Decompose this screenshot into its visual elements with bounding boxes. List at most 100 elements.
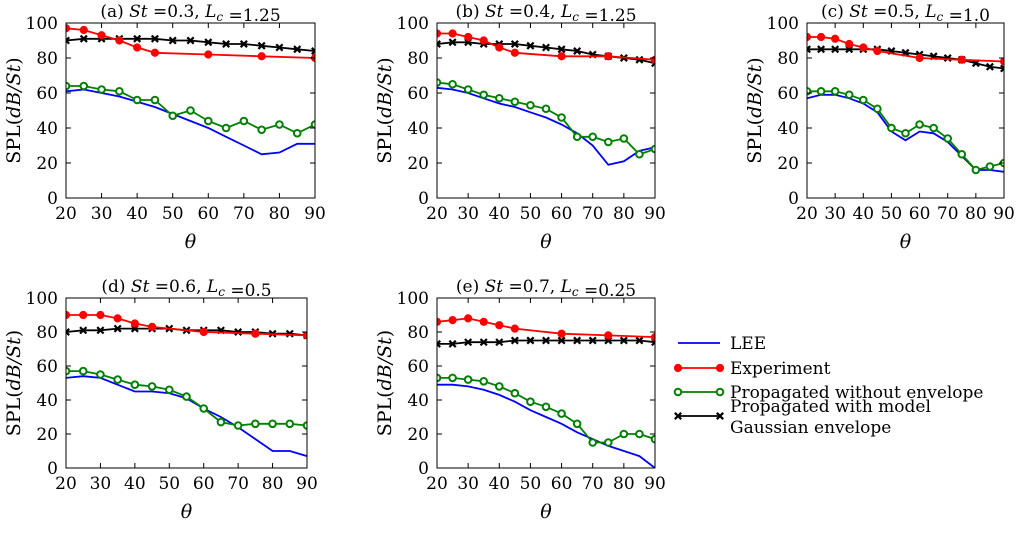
data-point: [650, 434, 655, 444]
x-tick-label: 90: [644, 474, 666, 494]
data-point: [464, 32, 473, 42]
data-point: [844, 90, 854, 100]
data-point: [222, 40, 231, 48]
y-axis-label: SPL(dB/St): [374, 330, 396, 436]
data-point: [257, 52, 266, 61]
data-point: [463, 375, 473, 384]
x-tick-label: 40: [852, 204, 874, 224]
series-propagated-without-envelope: [437, 373, 655, 447]
series-propagated-without-envelope: [66, 81, 315, 138]
data-point: [130, 319, 139, 328]
data-point: [494, 93, 504, 103]
data-point: [463, 85, 473, 94]
data-point: [873, 104, 882, 114]
data-point: [239, 40, 248, 48]
data-point: [603, 137, 613, 147]
x-tick-label: 20: [426, 474, 448, 494]
x-tick-label: 30: [90, 474, 112, 494]
y-tick-label: 100: [397, 289, 429, 309]
x-tick-label: 40: [488, 204, 510, 224]
data-point: [292, 128, 302, 138]
x-axis-label: θ: [540, 501, 552, 523]
x-axis-label: θ: [185, 231, 197, 253]
data-point: [830, 86, 840, 96]
data-point: [510, 336, 519, 345]
y-tick-label: 20: [407, 425, 429, 445]
data-point: [526, 397, 535, 407]
legend-label: LEE: [730, 334, 766, 354]
data-point: [985, 62, 994, 71]
data-point: [619, 134, 629, 143]
data-point: [526, 100, 535, 110]
data-point: [859, 43, 868, 52]
data-point: [150, 34, 159, 43]
data-point: [186, 106, 195, 115]
series-propagated-with-model-gaussian-envelope: [807, 45, 1004, 73]
data-point: [635, 429, 644, 439]
data-point: [588, 438, 598, 447]
data-point: [604, 52, 613, 61]
data-point: [873, 46, 882, 56]
data-point: [573, 336, 582, 345]
data-point: [831, 34, 840, 43]
data-point: [572, 132, 582, 142]
data-point: [204, 50, 213, 59]
x-tick-label: 60: [909, 204, 931, 224]
panel-title: (d) St =0.6, Lc =0.5: [101, 277, 271, 301]
x-tick-label: 90: [644, 204, 666, 224]
data-point: [293, 45, 302, 54]
data-point: [79, 326, 88, 335]
data-point: [943, 134, 953, 143]
data-point: [221, 123, 231, 133]
data-point: [133, 34, 142, 43]
data-point: [985, 162, 995, 171]
data-point: [510, 97, 520, 107]
data-point: [79, 310, 88, 320]
panel-title: (a) St =0.3, Lc =1.25: [100, 2, 280, 26]
data-point: [147, 382, 157, 391]
data-point: [957, 149, 967, 159]
x-tick-label: 90: [296, 474, 318, 494]
data-point: [901, 128, 910, 138]
series-propagated-without-envelope: [437, 78, 655, 159]
series-experiment: [437, 314, 655, 342]
data-point: [113, 375, 122, 384]
data-point: [239, 116, 249, 126]
panel-b: 20 30 40 50 60 70 80 90020406080100θSPL(dB/St)(…: [374, 2, 666, 253]
panel-c: 20 30 40 50 60 70 80 90020406080100θSPL(dB/St)(…: [744, 2, 1015, 253]
panel-e: 20 30 40 50 60 70 80 90020406080100θSPL(dB/St)(…: [374, 277, 666, 523]
x-tick-label: 80: [613, 474, 635, 494]
y-axis-label: SPL(dB/St): [744, 57, 766, 163]
x-tick-label: 40: [124, 474, 146, 494]
series-propagated-with-model-gaussian-envelope: [437, 38, 655, 68]
y-tick-label: 40: [36, 119, 58, 139]
data-point: [78, 366, 88, 376]
x-tick-label: 20: [55, 204, 77, 224]
data-point: [464, 314, 473, 323]
data-point: [115, 86, 124, 96]
data-point: [479, 377, 489, 386]
x-tick-label: 60: [197, 204, 219, 224]
series-line-lee: [437, 383, 655, 468]
data-point: [845, 39, 854, 49]
data-point: [887, 123, 896, 133]
data-point: [510, 40, 519, 48]
data-point: [526, 41, 535, 50]
y-tick-label: 80: [407, 323, 429, 343]
series-propagated-without-envelope: [66, 366, 307, 430]
data-point: [619, 429, 629, 439]
data-point: [572, 419, 582, 429]
y-tick-label: 40: [36, 391, 58, 411]
data-point: [150, 48, 160, 57]
x-tick-label: 60: [551, 474, 573, 494]
data-point: [113, 324, 122, 333]
data-point: [275, 43, 284, 52]
y-tick-label: 80: [36, 323, 58, 343]
panel-title: (b) St =0.4, Lc =1.25: [455, 2, 636, 26]
y-tick-label: 60: [777, 84, 799, 104]
data-point: [495, 43, 504, 52]
plot-frame: [806, 22, 1005, 199]
data-point: [557, 329, 566, 338]
